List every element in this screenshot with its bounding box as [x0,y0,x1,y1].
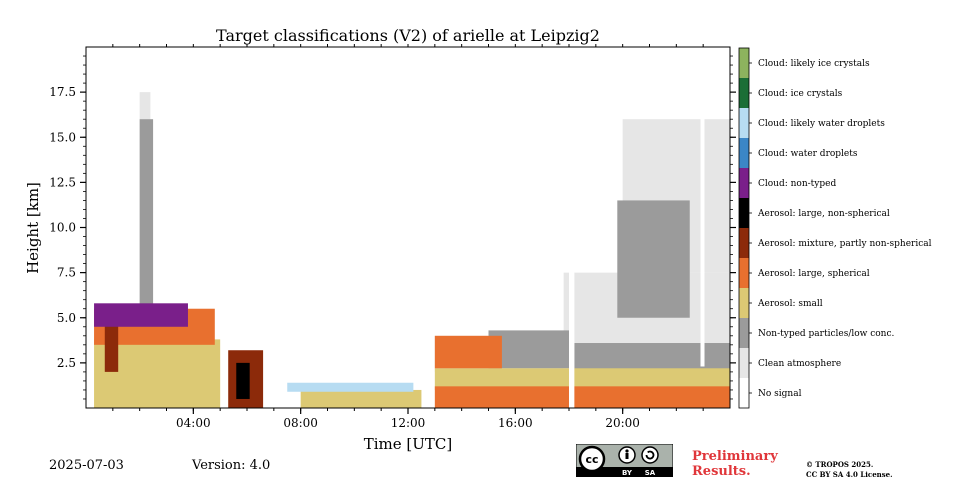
legend-label: Non-typed particles/low conc. [758,329,895,339]
legend-label: Cloud: likely ice crystals [758,59,870,69]
legend-label: Aerosol: large, spherical [757,269,870,279]
class-region-9 [300,389,422,408]
legend-swatch [739,258,749,288]
legend-swatch [739,198,749,228]
legend-label: Cloud: non-typed [758,179,836,189]
class-region-21 [569,47,575,408]
class-region-18 [287,382,414,392]
x-tick-label: 08:00 [283,416,318,430]
y-tick-label: 12.5 [49,175,76,189]
x-axis-label: Time [UTC] [364,435,453,453]
y-axis-label: Height [km] [24,182,42,274]
class-region-17 [94,303,188,327]
legend-swatch [739,168,749,198]
class-region-15 [104,317,119,372]
legend-swatch [739,288,749,318]
legend-label: No signal [758,389,802,399]
legend-swatch [739,78,749,108]
legend-label: Aerosol: large, non-spherical [757,209,890,219]
cc-icon [578,445,606,473]
legend-swatch [739,318,749,348]
class-region-7 [139,119,154,327]
cc-icon-text: cc [585,453,598,466]
y-tick-label: 7.5 [57,266,76,280]
x-tick-label: 12:00 [391,416,426,430]
legend-label: Cloud: water droplets [758,149,858,159]
by-text: BY [622,469,633,477]
class-region-22 [700,47,705,367]
legend-swatch [739,348,749,378]
sa-text: SA [645,469,656,477]
y-tick-label: 17.5 [49,85,76,99]
class-region-12 [434,335,502,369]
legend-label: Aerosol: small [757,299,823,309]
x-tick-label: 20:00 [605,416,640,430]
class-region-4 [574,343,730,372]
y-tick-label: 2.5 [57,356,76,370]
legend-swatch [739,228,749,258]
x-tick-label: 04:00 [176,416,211,430]
class-region-16 [236,362,250,399]
license-line-2: CC BY SA 4.0 License. [806,470,893,479]
class-region-19 [221,47,226,408]
legend-swatch [739,378,749,408]
legend-swatch [739,48,749,78]
y-tick-label: 15.0 [49,130,76,144]
class-region-10 [434,368,730,390]
legend-label: Clean atmosphere [758,359,841,369]
preliminary-results-note: Preliminary Results. [692,449,778,479]
chart-title: Target classifications (V2) of arielle a… [216,26,600,45]
preliminary-line-1: Preliminary [692,449,778,464]
legend-swatch [739,108,749,138]
class-region-5 [617,200,690,318]
class-region-20 [422,47,429,408]
date-label: 2025-07-03 [49,458,124,473]
version-label: Version: 4.0 [192,458,271,473]
preliminary-line-2: Results. [692,464,751,479]
legend-label: Cloud: ice crystals [758,89,843,99]
legend-frame [738,47,750,409]
legend-label: Aerosol: mixture, partly non-spherical [757,239,932,249]
y-tick-label: 5.0 [57,311,76,325]
license-note: © TROPOS 2025. CC BY SA 4.0 License. [806,460,893,480]
cc-by-sa-badge[interactable]: cc BY SA [576,444,673,477]
class-region-11 [434,386,730,408]
y-tick-label: 10.0 [49,221,76,235]
x-tick-label: 16:00 [498,416,533,430]
sa-icon [641,446,659,464]
colorbar-legend: Cloud: likely ice crystals Cloud: ice cry… [738,47,932,409]
axes: 04:00 08:00 12:00 16:00 20:00 2.5 5.0 7.5 10.0 12… [49,44,736,430]
legend-swatch [739,138,749,168]
license-line-1: © TROPOS 2025. [806,460,874,469]
legend-label: Cloud: likely water droplets [758,119,885,129]
plot-area [86,47,730,408]
